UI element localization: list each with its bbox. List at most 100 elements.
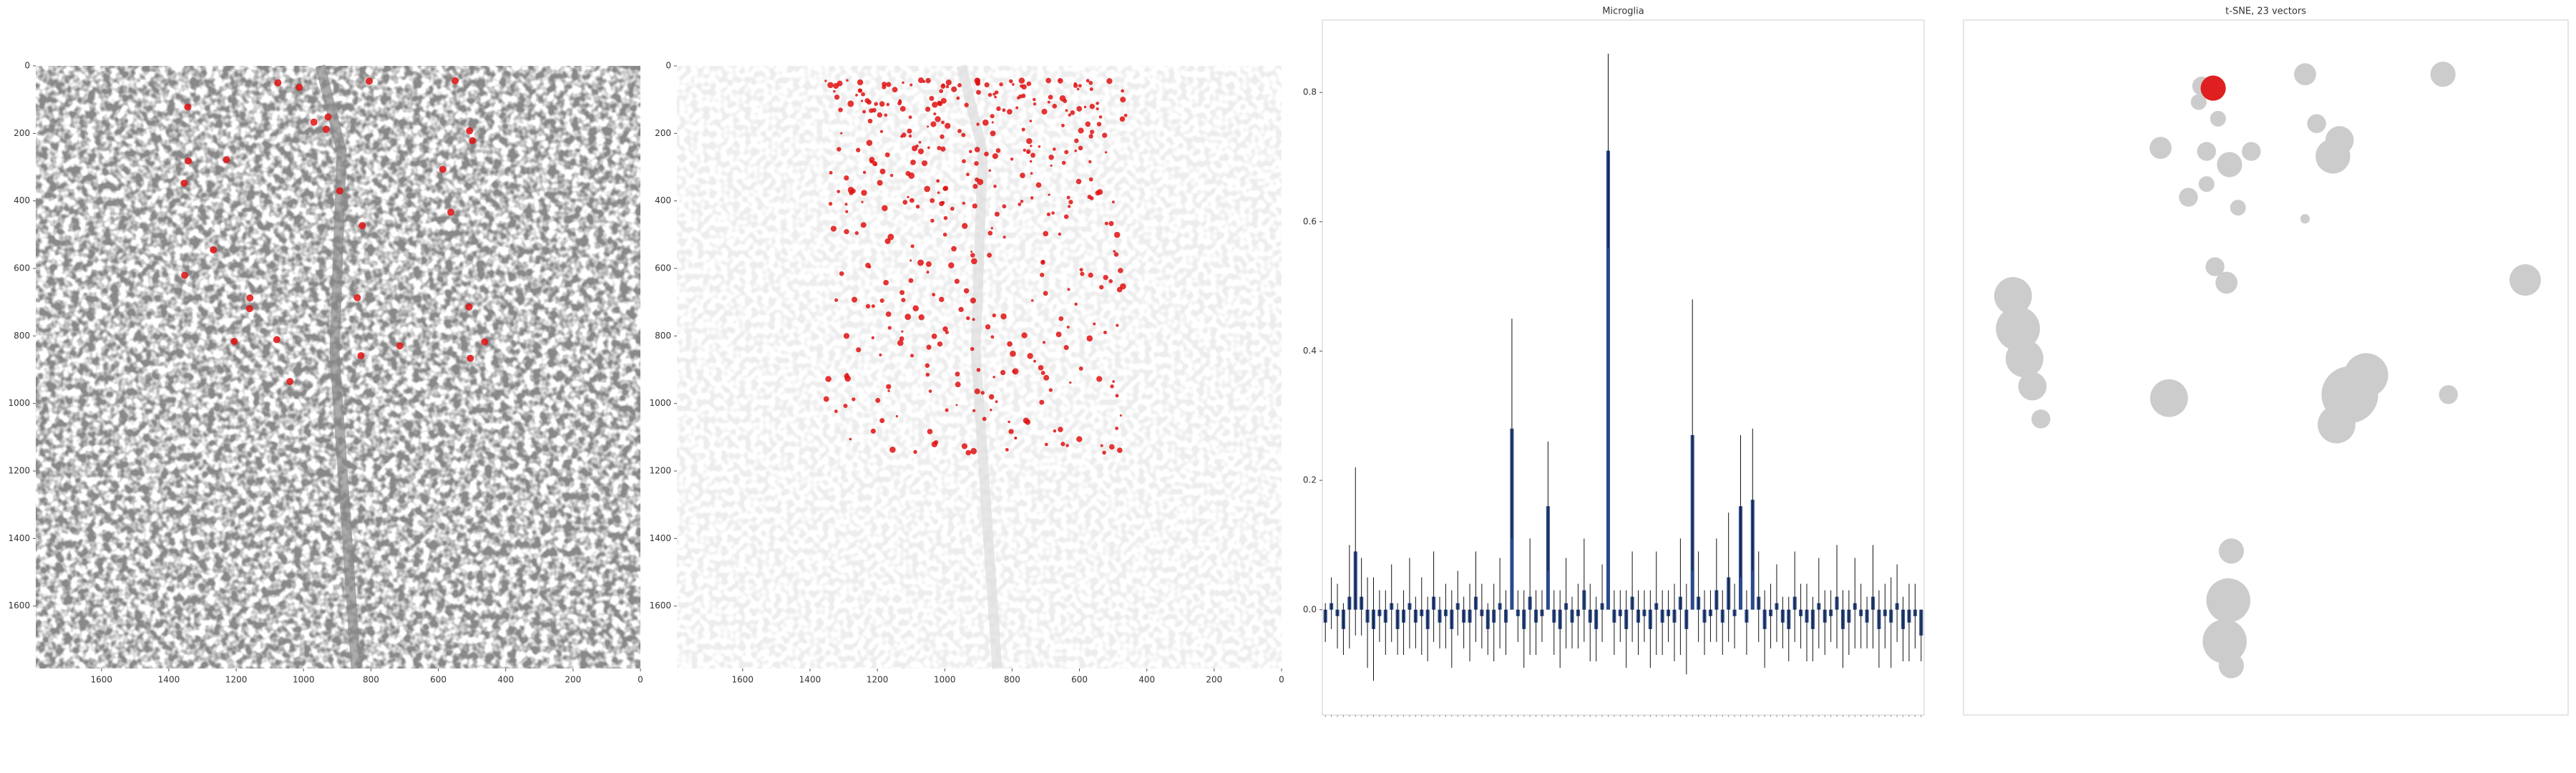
marker-dot [1039,399,1045,405]
marker-dot [1096,376,1103,382]
marker-dot [982,417,987,422]
marker-dot [970,297,976,303]
point [2317,405,2356,444]
marker-dot [1076,87,1080,91]
y-tick-label: 400 [655,195,671,205]
marker-dot [852,296,858,303]
marker-dot [972,183,978,189]
x-tick-label: 1000 [934,675,956,685]
marker-dot [185,157,192,165]
marker-dot [900,135,904,138]
marker-dot [930,198,935,203]
marker-dot [937,145,942,150]
point [2190,94,2207,110]
marker-dot [879,298,884,303]
marker-dot [933,112,937,116]
marker-dot [1109,444,1115,450]
marker-dot [1052,103,1058,109]
marker-dot [1093,322,1096,326]
marker-dot [886,82,892,87]
marker-dot [887,233,894,240]
marker-dot [1112,380,1115,383]
marker-dot [966,172,970,177]
marker-dot [396,342,404,350]
marker-dot [939,296,945,303]
marker-dot [824,79,827,82]
marker-dot [955,381,961,388]
marker-dot [353,293,361,301]
marker-dot [925,77,931,84]
marker-dot [1026,81,1032,87]
marker-dot [884,152,890,157]
marker-dot [829,170,833,175]
marker-dot [467,354,474,362]
marker-dot [286,378,294,386]
x-tick-label: 0 [638,675,643,685]
marker-dot [1012,83,1015,86]
y-tick-label: 200 [655,128,671,138]
point [2343,353,2389,397]
marker-dot [1020,200,1024,203]
point [2230,200,2246,216]
marker-dot [882,82,887,87]
marker-dot [1030,145,1033,147]
marker-dot [1058,316,1064,321]
point [2218,653,2244,679]
marker-dot [874,162,877,166]
marker-dot [924,363,930,368]
marker-dot [1068,205,1071,208]
marker-dot [862,170,867,175]
marker-dot [1085,79,1090,83]
point [2202,619,2247,663]
marker-dot [909,354,914,358]
marker-dot [1043,230,1049,237]
marker-dot [852,397,856,402]
marker-dot [223,156,230,164]
marker-dot [1048,154,1054,160]
marker-dot [942,233,947,237]
marker-dot [1070,110,1075,115]
marker-dot [1104,151,1108,154]
marker-dot [1043,374,1050,381]
marker-dot [856,147,861,152]
marker-dot [1118,268,1123,273]
marker-dot [972,409,976,412]
marker-dot [879,418,885,424]
marker-dot [1044,442,1048,447]
marker-dot [982,119,989,126]
marker-dot [1047,100,1050,104]
point [2325,126,2354,155]
marker-dot [925,372,930,377]
marker-dot [939,201,945,207]
x-tick-label: 1200 [225,675,248,685]
marker-dot [931,334,937,339]
marker-dot [937,101,943,107]
marker-dot [1089,87,1093,92]
marker-dot [886,384,892,389]
marker-dot [1088,177,1093,182]
marker-dot [945,122,951,130]
marker-dot [1014,437,1018,439]
marker-dot [1065,109,1068,112]
marker-dot [1090,130,1095,135]
point [1994,277,2032,315]
marker-dot [830,225,837,232]
marker-dot [1120,97,1126,103]
point [2430,62,2456,87]
marker-dot [1119,414,1122,417]
marker-dot [1002,204,1007,209]
marker-dot [918,140,922,144]
marker-dot [273,336,280,344]
y-tick-label: 400 [14,195,30,205]
marker-dot [210,246,218,254]
marker-dot [1030,172,1033,175]
marker-dot [310,118,318,126]
marker-dot [833,89,836,93]
chart-title: t-SNE, 23 vectors [2225,6,2306,17]
marker-dot [828,202,833,206]
marker-dot [1050,164,1053,167]
x-tick-label: 800 [363,675,379,685]
marker-dot [1083,105,1087,109]
marker-dot [846,79,849,82]
